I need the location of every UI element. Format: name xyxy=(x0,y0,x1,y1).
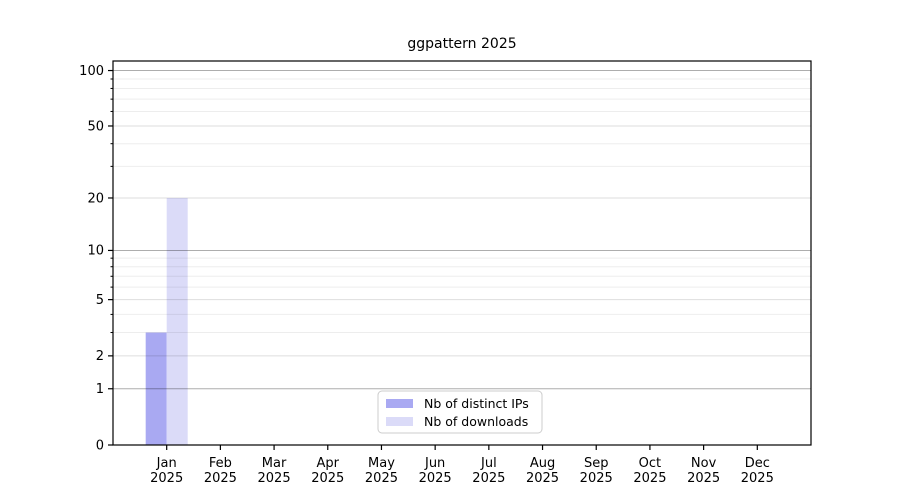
chart-title: ggpattern 2025 xyxy=(407,36,517,52)
x-tick-label-month-oct: Oct xyxy=(639,456,661,471)
x-tick-label-year-may: 2025 xyxy=(365,471,398,486)
legend-box xyxy=(377,390,543,434)
x-tick-label-month-apr: Apr xyxy=(317,456,340,471)
x-tick-label-month-may: May xyxy=(368,456,395,471)
bar-downloads-jan xyxy=(166,197,188,445)
y-tick-label-50: 50 xyxy=(87,119,104,134)
x-tick-label-year-jan: 2025 xyxy=(150,471,183,486)
x-tick-label-month-nov: Nov xyxy=(691,456,717,471)
y-tick-label-0: 0 xyxy=(96,438,104,453)
legend-label-downloads: Nb of downloads xyxy=(424,414,528,429)
x-tick-label-year-mar: 2025 xyxy=(258,471,291,486)
bar-distinct-ips-jan xyxy=(145,332,167,445)
x-tick-label-year-sep: 2025 xyxy=(580,471,613,486)
x-tick-label-month-aug: Aug xyxy=(530,456,555,471)
x-tick-label-year-jul: 2025 xyxy=(472,471,505,486)
x-tick-label-month-jul: Jul xyxy=(480,456,497,471)
x-tick-label-month-jan: Jan xyxy=(156,456,177,471)
x-tick-label-month-dec: Dec xyxy=(745,456,770,471)
x-tick-label-year-nov: 2025 xyxy=(687,471,720,486)
x-tick-label-year-aug: 2025 xyxy=(526,471,559,486)
x-tick-label-month-sep: Sep xyxy=(584,456,609,471)
legend-swatch-distinct-ips xyxy=(386,399,413,408)
x-tick-label-month-jun: Jun xyxy=(424,456,445,471)
plot-frame xyxy=(112,60,812,446)
y-tick-label-2: 2 xyxy=(96,349,104,364)
legend-label-distinct-ips: Nb of distinct IPs xyxy=(424,396,529,411)
x-tick-label-year-oct: 2025 xyxy=(633,471,666,486)
y-tick-label-100: 100 xyxy=(79,64,104,79)
legend xyxy=(377,390,543,434)
x-tick-label-month-mar: Mar xyxy=(262,456,287,471)
y-tick-label-20: 20 xyxy=(87,191,104,206)
x-tick-label-year-apr: 2025 xyxy=(311,471,344,486)
y-tick-label-5: 5 xyxy=(96,293,104,308)
x-tick-label-year-dec: 2025 xyxy=(741,471,774,486)
x-tick-label-year-feb: 2025 xyxy=(204,471,237,486)
x-tick-label-year-jun: 2025 xyxy=(419,471,452,486)
y-tick-label-10: 10 xyxy=(87,244,104,259)
y-tick-label-1: 1 xyxy=(96,382,104,397)
x-tick-label-month-feb: Feb xyxy=(209,456,232,471)
legend-swatch-downloads xyxy=(386,417,413,426)
